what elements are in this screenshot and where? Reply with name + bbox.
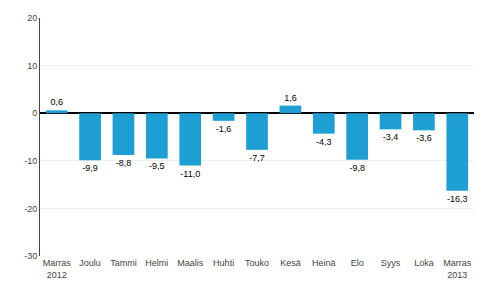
svg-text:Marras2013: Marras2013 (443, 258, 472, 280)
svg-text:-10: -10 (24, 156, 37, 166)
svg-text:-9,8: -9,8 (349, 163, 365, 173)
svg-text:-8,8: -8,8 (116, 158, 132, 168)
svg-text:Loka: Loka (414, 258, 434, 268)
svg-text:0,6: 0,6 (50, 97, 63, 107)
svg-text:Touko: Touko (245, 258, 269, 268)
svg-text:10: 10 (27, 61, 37, 71)
svg-text:-16,3: -16,3 (447, 194, 468, 204)
svg-text:-9,5: -9,5 (149, 161, 165, 171)
svg-text:0: 0 (32, 108, 37, 118)
svg-text:-3,6: -3,6 (416, 133, 432, 143)
svg-text:-3,4: -3,4 (383, 132, 399, 142)
svg-text:-11,0: -11,0 (180, 169, 200, 179)
svg-text:-1,6: -1,6 (216, 124, 232, 134)
svg-text:-30: -30 (24, 251, 37, 261)
svg-text:Kesä: Kesä (280, 258, 301, 268)
svg-text:Huhti: Huhti (213, 258, 234, 268)
svg-text:-4,3: -4,3 (316, 137, 332, 147)
svg-text:Joulu: Joulu (79, 258, 101, 268)
svg-text:Heinä: Heinä (312, 258, 336, 268)
svg-text:Maalis: Maalis (177, 258, 204, 268)
svg-text:1,6: 1,6 (284, 93, 297, 103)
svg-text:Helmi: Helmi (145, 258, 168, 268)
svg-text:-20: -20 (24, 204, 37, 214)
svg-text:Tammi: Tammi (110, 258, 136, 268)
svg-text:-9,9: -9,9 (82, 163, 98, 173)
svg-text:Syys: Syys (381, 258, 401, 268)
svg-text:20: 20 (27, 13, 37, 23)
svg-text:-7,7: -7,7 (249, 153, 265, 163)
svg-text:Elo: Elo (351, 258, 364, 268)
svg-text:Marras2012: Marras2012 (43, 258, 72, 280)
